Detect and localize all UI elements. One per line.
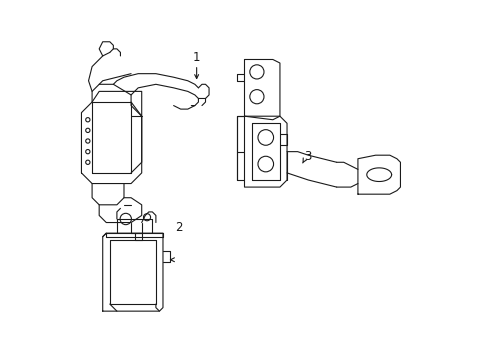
Text: 2: 2 xyxy=(175,221,183,234)
Text: 3: 3 xyxy=(304,150,311,163)
Text: 1: 1 xyxy=(192,51,200,64)
